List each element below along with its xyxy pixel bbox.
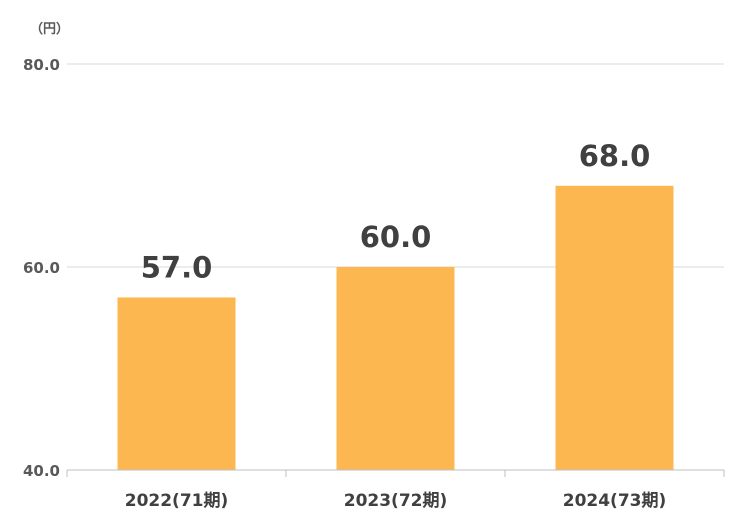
x-category-label: 2023(72期) — [344, 491, 448, 511]
bar-value-label: 68.0 — [579, 139, 651, 173]
bar — [117, 297, 236, 470]
data-labels: 57.0 60.0 68.0 — [141, 139, 651, 285]
y-axis-ticks: 40.0 60.0 80.0 — [23, 56, 60, 480]
bar — [336, 267, 455, 470]
y-tick-label: 60.0 — [23, 259, 60, 277]
bar — [555, 185, 674, 471]
bar-value-label: 60.0 — [360, 220, 432, 254]
bars — [117, 185, 674, 471]
x-axis — [66, 469, 725, 477]
y-tick-label: 80.0 — [23, 56, 60, 74]
x-category-label: 2022(71期) — [125, 491, 229, 511]
bar-value-label: 57.0 — [141, 250, 213, 284]
y-axis-unit-label: （円） — [30, 21, 69, 37]
y-tick-label: 40.0 — [23, 462, 60, 480]
x-category-label: 2024(73期) — [563, 491, 667, 511]
x-axis-categories: 2022(71期) 2023(72期) 2024(73期) — [125, 491, 667, 511]
